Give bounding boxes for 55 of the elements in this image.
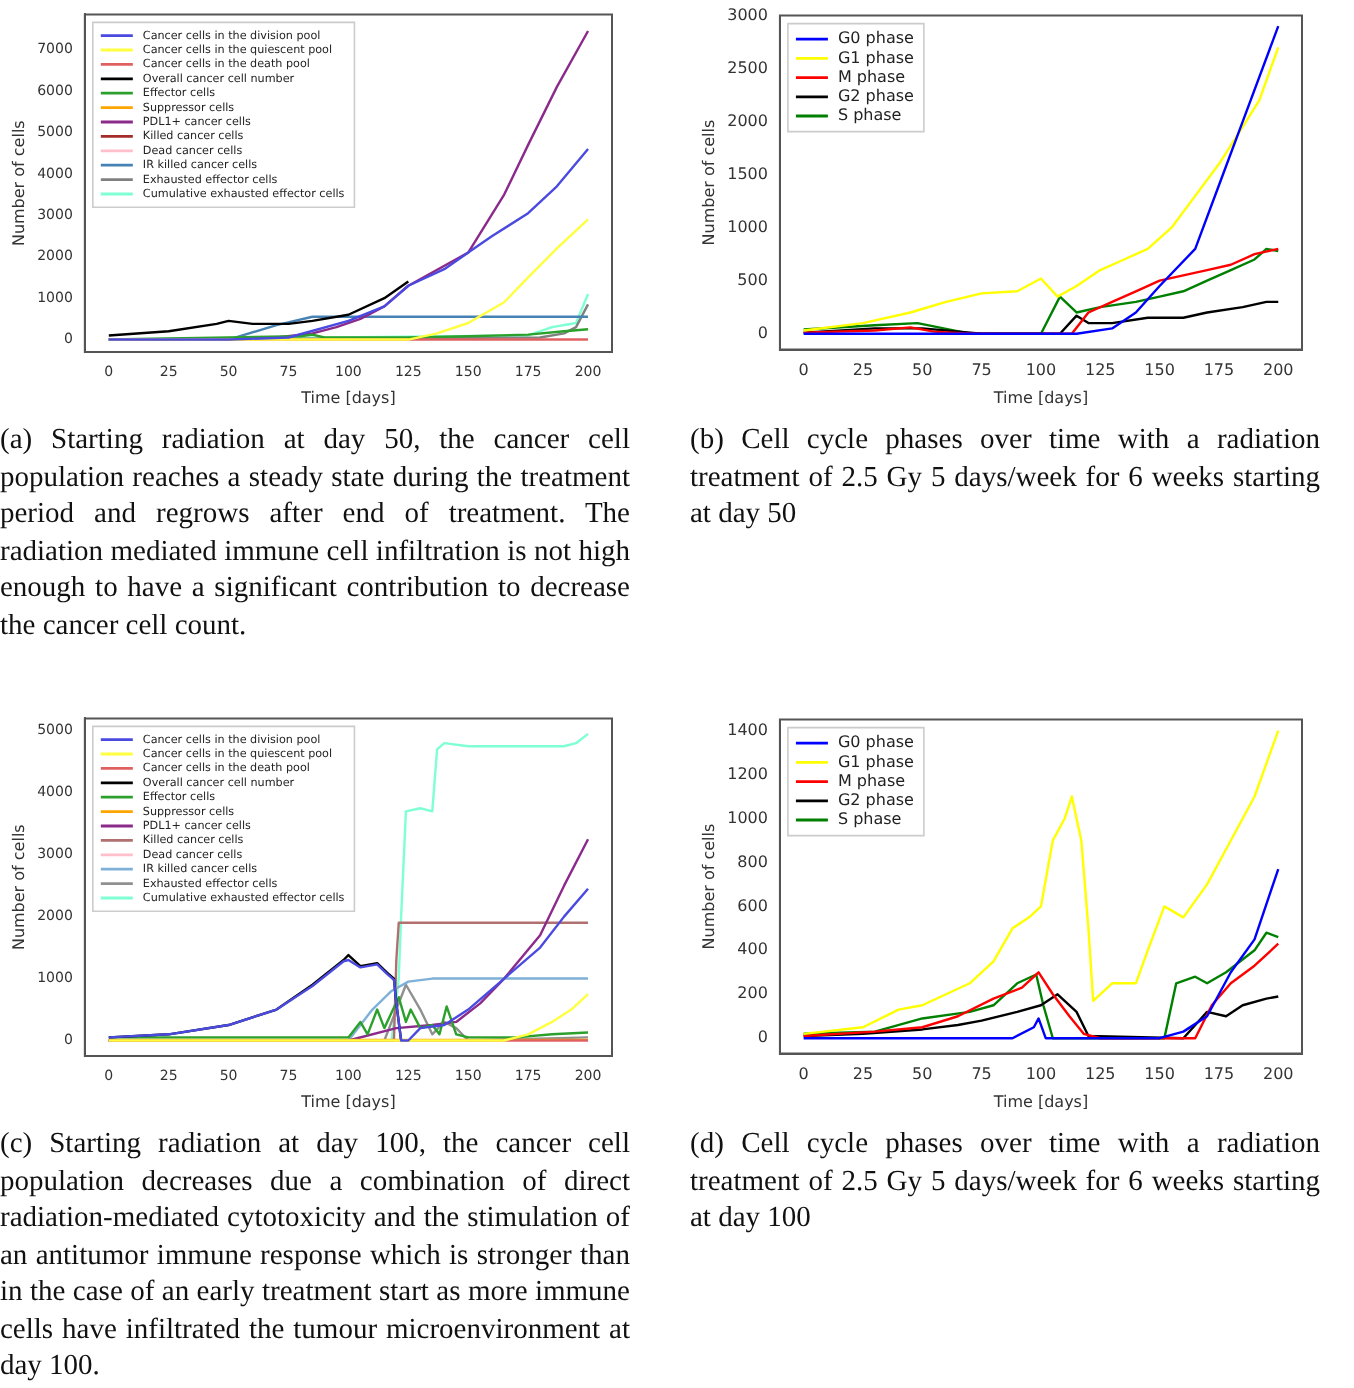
x-axis-title: Time [days] [991, 1092, 1089, 1111]
x-axis-title: Time [days] [991, 388, 1089, 407]
legend-label: G2 phase [837, 790, 915, 809]
x-tick-label: 0 [798, 361, 809, 380]
x-tick-label: 75 [971, 1065, 992, 1084]
legend-label: G1 phase [837, 48, 915, 67]
x-tick-label: 25 [852, 361, 874, 380]
y-tick-label: 600 [737, 896, 768, 915]
text: (a) Starting radiation at day 50, the cancer cell population reaches a steady state during the treatment period and regrows after end of treatment. The radiation mediated immune cell infiltration is not high enough to have a significant contribution to decrease the cancer cell count. [0, 422, 630, 644]
x-tick-label: 150 [1144, 361, 1175, 380]
y-tick-label: 0 [757, 1028, 768, 1047]
x-tick-label: 200 [1262, 361, 1294, 380]
legend-label: G1 phase [837, 752, 915, 771]
y-tick-label: 3000 [727, 5, 768, 24]
x-tick-label: 175 [1203, 1065, 1235, 1084]
y-axis-title: Number of cells [9, 120, 28, 247]
y-tick-label: 800 [737, 852, 768, 871]
legend-label: G0 phase [837, 733, 915, 752]
legend-label: M phase [837, 771, 906, 790]
legend-label: S phase [837, 810, 902, 829]
x-tick-label: 125 [1085, 1065, 1116, 1084]
x-tick-label: 100 [1025, 1065, 1057, 1084]
x-tick-label: 50 [912, 361, 933, 380]
x-tick-label: 200 [1262, 1065, 1294, 1084]
x-tick-label: 0 [798, 1065, 809, 1084]
x-tick-label: 25 [852, 1065, 874, 1084]
text: (d) Cell cycle phases over time with a radiation treatment of 2.5 Gy 5 days/week for 6 weeks starting at day 100 [690, 1126, 1320, 1237]
text: (b) Cell cycle phases over time with a radiation treatment of 2.5 Gy 5 days/week for 6 weeks starting at day 50 [690, 422, 1320, 533]
y-tick-label: 200 [737, 984, 768, 1003]
x-tick-label: 75 [971, 361, 992, 380]
y-tick-label: 1000 [727, 217, 768, 236]
y-tick-label: 1500 [727, 164, 768, 183]
y-axis-title: Number of cells [9, 824, 28, 951]
y-tick-label: 2000 [727, 111, 768, 130]
x-tick-label: 175 [1203, 361, 1235, 380]
x-tick-label: 50 [912, 1065, 933, 1084]
x-axis-title: Time [days] [299, 1092, 396, 1111]
x-axis-title: Time [days] [299, 388, 396, 407]
legend-label: G0 phase [837, 29, 915, 48]
legend-label: G2 phase [837, 86, 915, 105]
x-tick-label: 100 [1025, 361, 1057, 380]
x-tick-label: 125 [1085, 361, 1116, 380]
y-axis-title: Number of cells [699, 119, 718, 246]
y-tick-label: 1200 [727, 764, 768, 783]
y-tick-label: 0 [757, 323, 768, 342]
x-tick-label: 150 [1144, 1065, 1175, 1084]
y-tick-label: 1000 [727, 808, 768, 827]
y-tick-label: 500 [737, 270, 768, 289]
y-tick-label: 400 [737, 940, 768, 959]
text: (c) Starting radiation at day 100, the cancer cell population decreases due a combination of direct radiation-mediated cytotoxicity and the stimulation of an antitumor immune response which is stronger than in the case of an early treatment start as more immune cells have infiltrated the tumour microenvironment at day 100. [0, 1126, 630, 1385]
y-tick-label: 2500 [727, 58, 768, 77]
legend-label: S phase [837, 106, 902, 125]
y-axis-title: Number of cells [699, 823, 718, 950]
legend-label: M phase [837, 67, 906, 86]
y-tick-label: 1400 [727, 720, 768, 739]
